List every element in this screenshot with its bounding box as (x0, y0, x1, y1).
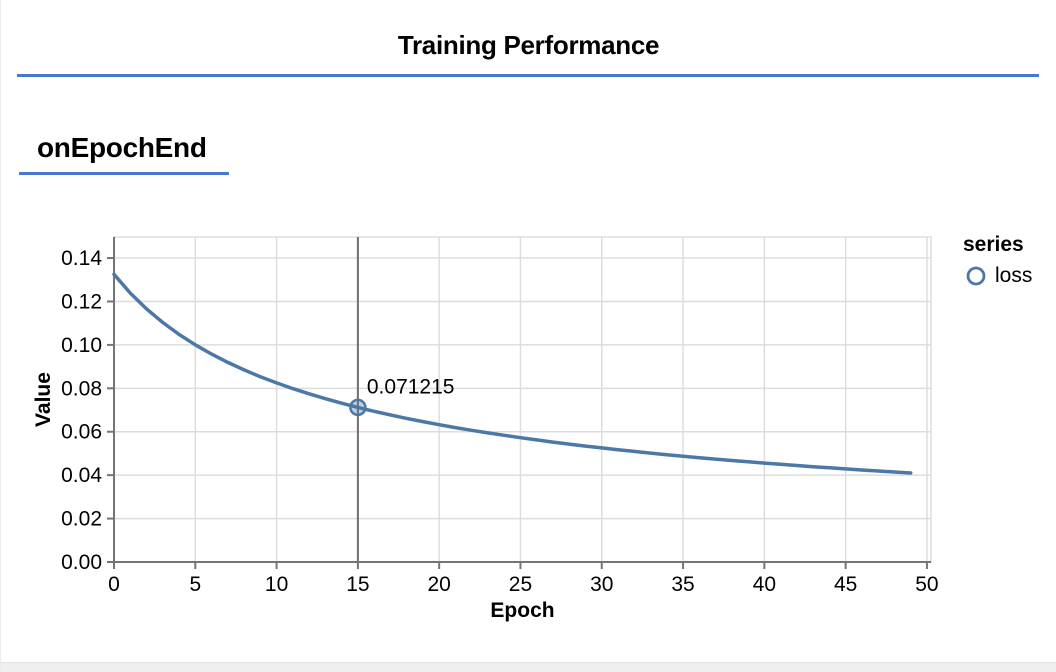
hover-data-point[interactable] (349, 398, 367, 417)
y-tick-label: 0.10 (61, 334, 102, 357)
x-tick-label: 15 (346, 573, 369, 596)
legend-title: series (963, 233, 1024, 256)
section-heading: onEpochEnd (37, 132, 207, 163)
loss-series-symbol-icon (966, 266, 986, 286)
y-tick-label: 0.02 (61, 508, 102, 531)
x-axis-title: Epoch (490, 599, 554, 622)
axes: 0 5 10 15 20 25 30 35 40 45 50 0.00 0.02 0.04 0.06 0.08… (61, 237, 939, 596)
section-underline (19, 172, 229, 175)
x-tick-label: 20 (427, 573, 450, 596)
x-tick-label: 50 (915, 573, 938, 596)
y-tick-label: 0.12 (61, 290, 102, 313)
legend-item-label: loss (995, 264, 1033, 287)
loss-curve (112, 272, 913, 475)
x-tick-label: 40 (753, 573, 776, 596)
hover-value-label: 0.071215 (367, 375, 455, 398)
x-tick-label: 45 (834, 573, 857, 596)
x-tick-label: 35 (671, 573, 694, 596)
title-underline (17, 74, 1039, 77)
y-tick-label: 0.00 (61, 551, 102, 574)
x-tick-label: 5 (189, 573, 201, 596)
y-axis-title: Value (32, 372, 55, 427)
y-tick-label: 0.14 (61, 247, 102, 270)
panel-bottom-edge (1, 662, 1056, 672)
page-title: Training Performance (397, 30, 660, 60)
plot-border (113, 236, 932, 563)
y-tick-label: 0.04 (61, 464, 102, 487)
legend-item-loss: loss (963, 265, 1032, 287)
loss-line-chart[interactable]: 0 5 10 15 20 25 30 35 40 45 50 0.00 0.02 0.04 0.06 0.08… (1, 225, 1056, 625)
x-tick-label: 0 (108, 573, 120, 596)
x-tick-label: 10 (265, 573, 288, 596)
x-tick-label: 30 (590, 573, 613, 596)
chart-legend: series loss (963, 234, 1032, 287)
x-tick-label: 25 (509, 573, 532, 596)
y-tick-label: 0.08 (61, 377, 102, 400)
gridlines (114, 237, 931, 562)
y-tick-label: 0.06 (61, 421, 102, 444)
